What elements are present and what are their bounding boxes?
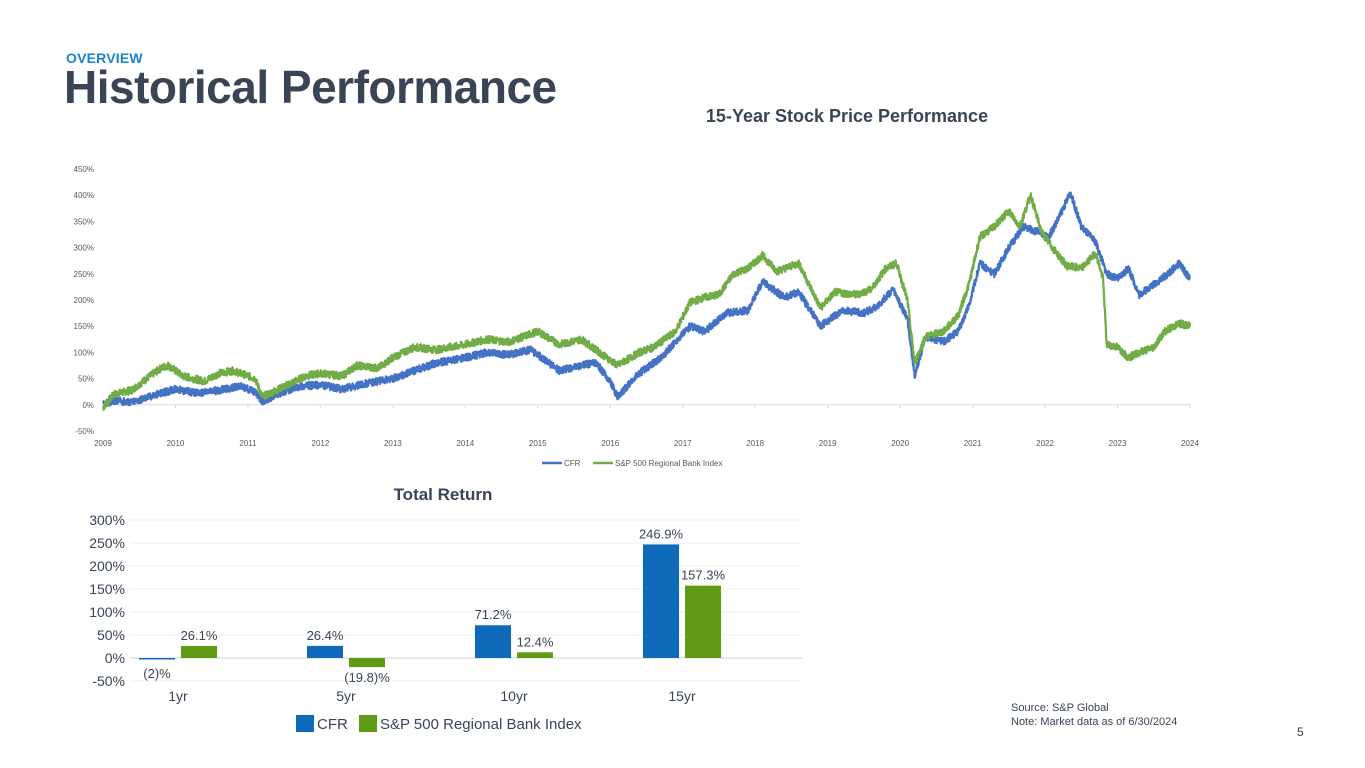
bar-data-label: (19.8)% bbox=[344, 670, 390, 685]
bar-chart-title: Total Return bbox=[394, 485, 493, 504]
line-x-tick-label: 2012 bbox=[312, 439, 330, 448]
bar-legend-label: S&P 500 Regional Bank Index bbox=[380, 716, 582, 733]
line-x-tick-label: 2015 bbox=[529, 439, 547, 448]
bar-category-label: 1yr bbox=[168, 688, 188, 704]
line-x-tick-label: 2009 bbox=[94, 439, 112, 448]
line-y-tick-label: 200% bbox=[74, 296, 94, 305]
line-x-tick-label: 2011 bbox=[239, 439, 257, 448]
bar-data-label: 71.2% bbox=[475, 607, 512, 622]
source-text: Source: S&P Global bbox=[1011, 702, 1109, 714]
line-x-tick-label: 2016 bbox=[601, 439, 619, 448]
line-y-tick-label: 450% bbox=[74, 165, 94, 174]
bar-data-label: 12.4% bbox=[517, 634, 554, 649]
regional-bank-index-line bbox=[101, 192, 1192, 411]
section-label: OVERVIEW bbox=[66, 50, 143, 66]
bar-category-label: 15yr bbox=[668, 688, 696, 704]
line-legend-label: CFR bbox=[564, 459, 581, 468]
line-x-tick-label: 2023 bbox=[1109, 439, 1127, 448]
cfr-bar-10yr bbox=[475, 625, 511, 658]
bar-legend-label: CFR bbox=[317, 716, 348, 733]
line-y-tick-label: 150% bbox=[74, 322, 94, 331]
bar-data-label: 26.4% bbox=[307, 628, 344, 643]
cfr-bar-1yr bbox=[139, 658, 175, 660]
bar-data-label: 246.9% bbox=[639, 526, 684, 541]
line-x-tick-label: 2014 bbox=[456, 439, 474, 448]
cfr-bar-15yr bbox=[643, 544, 679, 658]
line-y-tick-label: -50% bbox=[75, 427, 94, 436]
cfr-bar-5yr bbox=[307, 645, 343, 658]
bar-y-tick-label: 150% bbox=[89, 581, 125, 597]
index-bar-1yr bbox=[181, 645, 217, 658]
line-y-tick-label: 300% bbox=[74, 244, 94, 253]
line-x-tick-label: 2024 bbox=[1181, 439, 1199, 448]
line-y-tick-label: 350% bbox=[74, 217, 94, 226]
bar-data-label: 157.3% bbox=[681, 568, 726, 583]
bar-legend-swatch bbox=[296, 715, 314, 732]
bar-data-label: (2)% bbox=[143, 666, 171, 681]
bar-legend-swatch bbox=[359, 715, 377, 732]
line-x-tick-label: 2017 bbox=[674, 439, 692, 448]
line-x-tick-label: 2020 bbox=[891, 439, 909, 448]
line-x-tick-label: 2019 bbox=[819, 439, 837, 448]
line-y-tick-label: 400% bbox=[74, 191, 94, 200]
bar-category-label: 10yr bbox=[500, 688, 528, 704]
index-bar-5yr bbox=[349, 658, 385, 668]
line-y-tick-label: 50% bbox=[78, 375, 94, 384]
bar-y-tick-label: 0% bbox=[105, 650, 125, 666]
line-x-tick-label: 2022 bbox=[1036, 439, 1054, 448]
bar-y-tick-label: 50% bbox=[97, 627, 125, 643]
bar-category-label: 5yr bbox=[336, 688, 356, 704]
line-x-tick-label: 2010 bbox=[167, 439, 185, 448]
bar-y-tick-label: 300% bbox=[89, 512, 125, 528]
line-x-tick-label: 2021 bbox=[964, 439, 982, 448]
line-chart-title: 15-Year Stock Price Performance bbox=[706, 106, 988, 126]
index-bar-10yr bbox=[517, 652, 553, 658]
bar-y-tick-label: -50% bbox=[92, 673, 125, 689]
line-x-tick-label: 2018 bbox=[746, 439, 764, 448]
page-title: Historical Performance bbox=[64, 61, 557, 113]
line-x-tick-label: 2013 bbox=[384, 439, 402, 448]
line-y-tick-label: 250% bbox=[74, 270, 94, 279]
bar-y-tick-label: 100% bbox=[89, 604, 125, 620]
index-bar-15yr bbox=[685, 585, 721, 658]
line-legend-label: S&P 500 Regional Bank Index bbox=[615, 459, 722, 468]
bar-y-tick-label: 200% bbox=[89, 558, 125, 574]
line-y-tick-label: 100% bbox=[74, 348, 94, 357]
page-number: 5 bbox=[1297, 725, 1304, 739]
source-note: Source: S&P Global Note: Market data as … bbox=[1011, 701, 1177, 729]
cfr-price-line bbox=[102, 191, 1191, 409]
bar-y-tick-label: 250% bbox=[89, 535, 125, 551]
market-data-note: Note: Market data as of 6/30/2024 bbox=[1011, 716, 1178, 728]
line-y-tick-label: 0% bbox=[82, 401, 94, 410]
bar-data-label: 26.1% bbox=[181, 628, 218, 643]
